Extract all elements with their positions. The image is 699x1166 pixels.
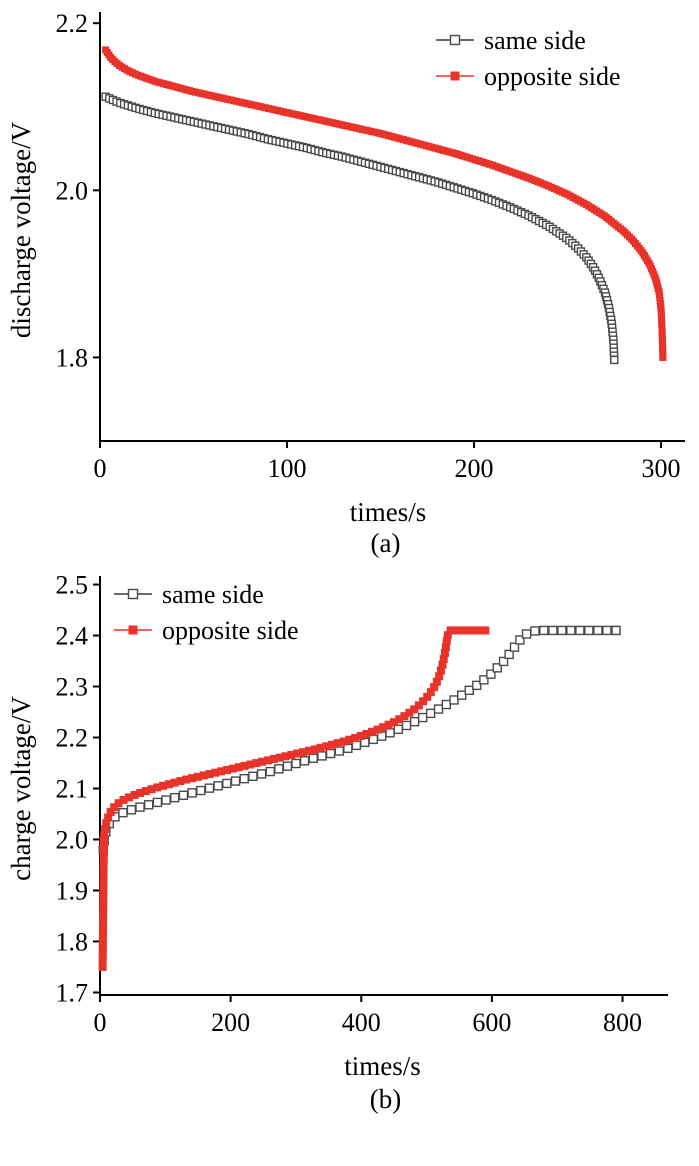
series-line-same-side — [102, 629, 616, 850]
y-tick-label: 2.2 — [56, 9, 89, 38]
x-tick-label: 200 — [211, 1008, 250, 1037]
figure-b-caption: (b) — [369, 1084, 402, 1114]
series-markers-opposite-side — [102, 46, 667, 361]
x-tick-label: 800 — [603, 1008, 642, 1037]
y-tick-label: 1.7 — [56, 978, 89, 1007]
legend: same side opposite side — [114, 580, 299, 645]
y-tick-label: 1.9 — [56, 876, 89, 905]
x-axis-label: times/s — [350, 497, 427, 527]
legend-item-same-side: same side — [436, 26, 586, 55]
legend-open-square-icon — [127, 588, 139, 600]
y-tick-label: 2.5 — [56, 571, 89, 600]
legend-label: opposite side — [162, 616, 299, 645]
legend-label: same side — [484, 26, 586, 55]
y-axis-label: charge voltage/V — [6, 696, 36, 881]
series-markers-same-side — [98, 625, 621, 855]
legend-open-square-icon — [449, 34, 461, 46]
x-tick-label: 400 — [342, 1008, 381, 1037]
discharge-voltage-chart: 0 100 200 300 1.8 2.0 2.2 times/s discharge volt… — [6, 9, 685, 527]
figure-b: 0 200 400 600 800 1.7 1.8 1.9 2.0 2.1 2.2 2.3 2.4 2.5… — [0, 564, 699, 1114]
legend-item-opposite-side: opposite side — [436, 62, 621, 91]
x-axis-label: times/s — [344, 1051, 421, 1081]
legend-item-opposite-side: opposite side — [114, 616, 299, 645]
figure-a-caption: (a) — [370, 528, 401, 558]
series-markers-same-side — [101, 92, 619, 365]
series-line-same-side — [105, 96, 615, 360]
y-tick-label: 2.4 — [56, 622, 89, 651]
figure-a: 0 100 200 300 1.8 2.0 2.2 times/s discharge volt… — [0, 4, 699, 558]
y-axis-label: discharge voltage/V — [6, 121, 36, 338]
y-tick-label: 2.0 — [56, 176, 89, 205]
y-tick-label: 2.0 — [56, 825, 89, 854]
y-tick-label: 1.8 — [56, 343, 89, 372]
y-tick-label: 2.2 — [56, 724, 89, 753]
legend-filled-square-icon — [450, 71, 460, 81]
charge-voltage-chart: 0 200 400 600 800 1.7 1.8 1.9 2.0 2.1 2.2 2.3 2.4 2.5… — [6, 571, 668, 1081]
legend-filled-square-icon — [128, 625, 138, 635]
legend-label: same side — [162, 580, 264, 609]
page: 0 100 200 300 1.8 2.0 2.2 times/s discharge volt… — [0, 4, 699, 1114]
y-tick-label: 2.1 — [56, 775, 89, 804]
legend-label: opposite side — [484, 62, 621, 91]
x-tick-label: 100 — [268, 454, 307, 483]
y-tick-label: 1.8 — [56, 927, 89, 956]
series-markers-opposite-side — [98, 626, 490, 971]
y-tick-label: 2.3 — [56, 673, 89, 702]
x-tick-label: 600 — [472, 1008, 511, 1037]
legend-item-same-side: same side — [114, 580, 264, 609]
x-tick-label: 300 — [642, 454, 681, 483]
x-tick-label: 200 — [455, 454, 494, 483]
x-tick-label: 0 — [94, 454, 107, 483]
x-tick-label: 0 — [94, 1008, 107, 1037]
legend: same side opposite side — [436, 26, 621, 91]
